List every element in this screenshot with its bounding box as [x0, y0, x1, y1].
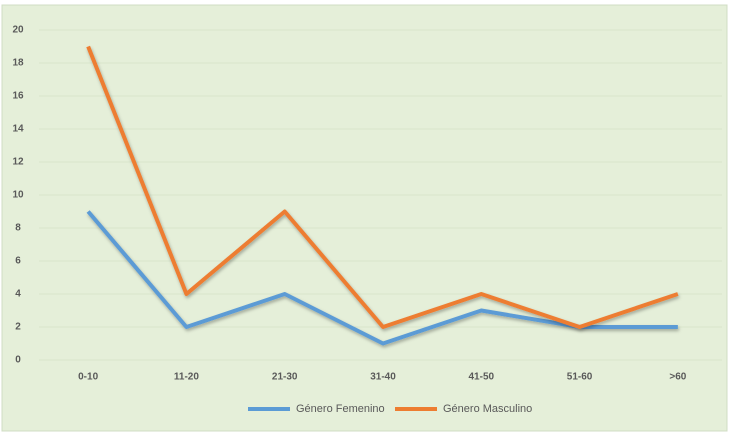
series-line: [86, 45, 679, 329]
x-tick-label: 21-30: [272, 372, 298, 383]
x-tick-label: 11-20: [174, 372, 199, 383]
legend-label: Género Masculino: [443, 403, 532, 415]
legend-label: Género Femenino: [296, 403, 385, 415]
y-tick-label: 6: [15, 256, 21, 267]
y-tick-label: 0: [15, 355, 21, 366]
y-tick-label: 8: [15, 223, 21, 234]
y-tick-label: 18: [12, 58, 24, 69]
y-tick-label: 20: [12, 25, 24, 36]
x-tick-label: 51-60: [567, 372, 593, 383]
chart-area: [1, 4, 728, 432]
y-tick-label: 2: [15, 322, 21, 333]
x-tick-label: 0-10: [78, 372, 98, 383]
y-tick-label: 4: [15, 289, 21, 300]
y-tick-label: 16: [12, 91, 24, 102]
x-tick-label: 41-50: [468, 372, 494, 383]
y-tick-label: 12: [12, 157, 24, 168]
x-tick-label: >60: [669, 372, 686, 383]
x-tick-label: 31-40: [370, 372, 396, 383]
y-tick-label: 10: [12, 190, 24, 201]
y-tick-label: 14: [12, 124, 24, 135]
